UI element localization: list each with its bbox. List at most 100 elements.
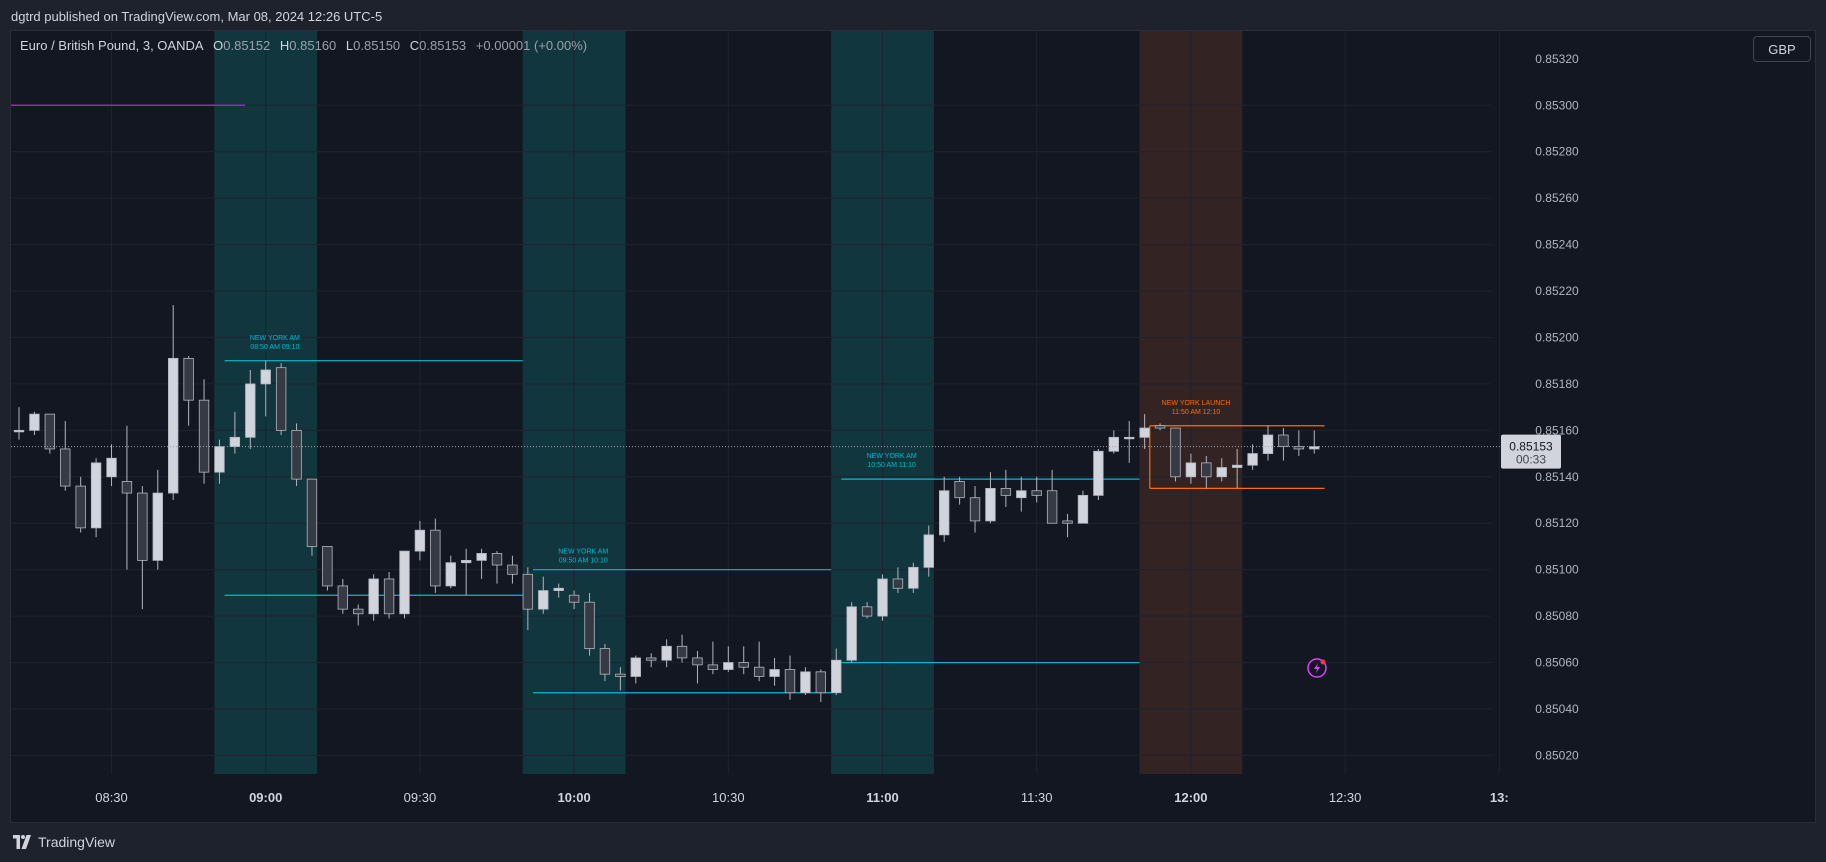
candle-body-25: [399, 550, 410, 615]
candle-body-33: [522, 573, 534, 610]
candle-body-74: [1154, 425, 1166, 429]
session-title-1: NEW YORK AM: [250, 335, 300, 342]
published-line: dgtrd published on TradingView.com, Mar …: [11, 9, 383, 24]
alert-ring: [1307, 658, 1327, 678]
candle-body-32: [507, 564, 518, 575]
legend-open-label: O: [213, 38, 224, 53]
candle-body-41: [646, 657, 657, 661]
candle-body-45: [707, 664, 719, 670]
x-tick-label-9: 13:: [1490, 790, 1509, 805]
candle-body-51: [800, 671, 811, 694]
alert-bolt: [1314, 663, 1320, 673]
candle-body-42: [661, 645, 672, 661]
candle-body-72: [1124, 436, 1135, 440]
candle-body-31: [491, 553, 503, 566]
y-tick-label-13: 0.85040: [1535, 702, 1579, 716]
session-title-3: NEW YORK AM: [867, 453, 917, 460]
candle-body-54: [846, 606, 857, 661]
candle-body-35: [553, 587, 564, 591]
footer-bar: [0, 823, 1826, 862]
legend-low: 0.85150: [353, 38, 401, 53]
x-tick-label-3: 10:00: [557, 790, 590, 805]
candle-body-84: [1309, 446, 1320, 450]
chart-frame[interactable]: NEW YORK AM 08:50 AM 09:10 NEW YORK AM 09:5…: [10, 30, 1816, 823]
candle-body-44: [692, 657, 703, 666]
candle-body-23: [368, 578, 379, 615]
candle-body-79: [1231, 464, 1243, 468]
candlestick-chart[interactable]: NEW YORK AM 08:50 AM 09:10 NEW YORK AM 09:5…: [11, 31, 1816, 823]
candle-body-77: [1201, 462, 1212, 478]
y-tick-label-7: 0.85160: [1535, 423, 1579, 437]
lightning-alert-icon[interactable]: [1307, 658, 1327, 678]
x-tick-label-5: 11:00: [866, 790, 899, 805]
candle-body-63: [985, 488, 996, 522]
candle-body-5: [90, 462, 102, 529]
symbol-legend[interactable]: Euro / British Pound, 3, OANDA O0.85152 …: [20, 38, 587, 53]
candle-body-18: [291, 429, 302, 480]
candle-body-34: [538, 590, 549, 610]
x-tick-label-4: 10:30: [712, 790, 745, 805]
y-tick-label-12: 0.85060: [1535, 656, 1579, 670]
candle-body-4: [75, 485, 86, 529]
candle-body-30: [476, 553, 487, 561]
candle-body-16: [260, 369, 271, 385]
candle-body-40: [630, 657, 641, 677]
tradingview-brand[interactable]: TradingView: [11, 834, 115, 850]
currency-button[interactable]: GBP: [1753, 36, 1811, 62]
candle-body-71: [1108, 436, 1119, 452]
session-time-label-2: 09:50 AM 10:10: [559, 557, 608, 564]
candle-body-21: [337, 585, 348, 610]
legend-symbol[interactable]: Euro / British Pound, 3, OANDA: [20, 38, 204, 53]
current-price-badge: [1501, 434, 1561, 469]
candle-body-22: [353, 608, 364, 615]
candle-body-27: [430, 529, 441, 587]
candle-body-70: [1093, 450, 1104, 496]
candle-body-64: [1000, 488, 1012, 496]
candle-body-67: [1046, 490, 1058, 524]
candle-body-10: [168, 357, 179, 494]
candle-body-55: [861, 606, 873, 617]
candle-body-26: [414, 529, 426, 552]
candle-body-80: [1247, 453, 1258, 466]
current-price-value: 0.85153: [1509, 440, 1553, 454]
candle-body-12: [198, 399, 210, 473]
y-tick-label-partial: 0.85320: [1535, 52, 1579, 66]
session-title-4: NEW YORK LAUNCH: [1162, 400, 1231, 407]
candle-body-73: [1139, 427, 1150, 438]
y-tick-label-9: 0.85120: [1535, 516, 1579, 530]
candle-body-43: [676, 645, 688, 659]
legend-change: +0.00001 (+0.00%): [475, 38, 588, 53]
candle-body-13: [214, 446, 225, 473]
candle-body-8: [137, 492, 148, 561]
tradingview-logo-icon: [13, 835, 31, 849]
y-tick-label-3: 0.85240: [1535, 238, 1579, 252]
candle-body-47: [738, 662, 749, 668]
candle-body-38: [599, 648, 611, 675]
candle-body-2: [44, 413, 56, 450]
candle-body-65: [1016, 490, 1027, 499]
published-header: dgtrd published on TradingView.com, Mar …: [0, 0, 1826, 30]
candle-body-75: [1170, 427, 1181, 478]
legend-open: 0.85152: [223, 38, 271, 53]
candle-body-0: [13, 429, 25, 433]
candle-body-3: [60, 448, 71, 487]
candle-body-59: [923, 534, 934, 568]
candle-body-15: [245, 383, 256, 438]
x-tick-label-0: 08:30: [95, 790, 128, 805]
candle-body-81: [1262, 434, 1274, 454]
legend-low-label: L: [345, 38, 354, 53]
session-time-label-1: 08:50 AM 09:10: [250, 344, 299, 351]
candle-body-11: [183, 357, 194, 401]
candle-body-39: [615, 673, 626, 677]
candle-body-9: [152, 492, 163, 561]
y-tick-label-8: 0.85140: [1535, 470, 1579, 484]
candle-body-48: [753, 666, 765, 677]
y-tick-label-6: 0.85180: [1535, 377, 1579, 391]
alert-dot: [1320, 659, 1326, 665]
legend-high-label: H: [279, 38, 290, 53]
y-tick-label-10: 0.85100: [1535, 563, 1579, 577]
legend-high: 0.85160: [289, 38, 337, 53]
candle-body-60: [939, 490, 950, 536]
y-tick-label-5: 0.85200: [1535, 330, 1579, 344]
x-tick-label-8: 12:30: [1329, 790, 1362, 805]
